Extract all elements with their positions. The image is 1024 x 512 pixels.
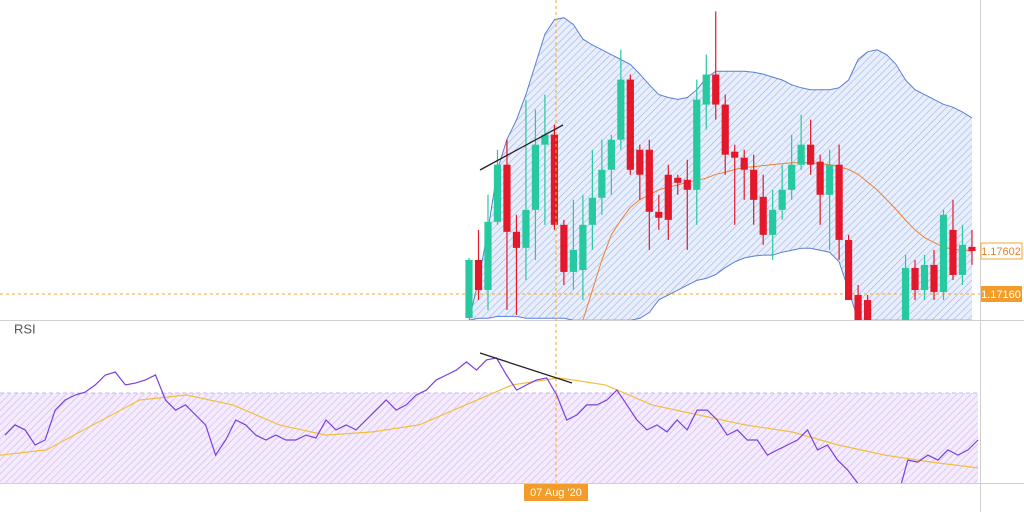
candle-body	[920, 264, 929, 291]
candle-body	[560, 224, 568, 272]
price-pane	[0, 11, 980, 320]
candle-body	[930, 264, 938, 292]
candle-body	[911, 267, 919, 291]
band-upper	[468, 17, 973, 320]
rsi-line	[4, 357, 979, 483]
candle-body	[750, 169, 758, 200]
candle-body	[826, 164, 834, 195]
candle-body	[674, 177, 682, 183]
candle-body	[845, 239, 853, 301]
rsi-band	[0, 393, 978, 483]
candle-body	[569, 249, 577, 272]
candle-body	[863, 300, 872, 320]
last-price-label: 1.17602	[981, 246, 1021, 258]
candle-body	[968, 246, 976, 251]
candle-body	[683, 179, 691, 190]
candle-body	[512, 231, 521, 248]
candle-body	[636, 149, 644, 175]
last-price-box	[980, 242, 1023, 260]
trendline	[479, 352, 573, 384]
candle-body	[579, 224, 587, 270]
candle-body	[693, 99, 701, 190]
candle-body	[712, 74, 720, 105]
candle-body	[958, 244, 967, 275]
axis-labels: 1.17602 1.17160 07 Aug '20	[524, 242, 1023, 501]
reference-price-box	[981, 286, 1022, 302]
candle-body	[740, 157, 748, 170]
candle-body	[617, 79, 625, 140]
candle-body	[655, 211, 663, 218]
candle-body	[854, 294, 862, 320]
candle-body	[598, 169, 606, 198]
candle-body	[835, 164, 843, 240]
candle-body	[626, 79, 634, 170]
candle-body	[550, 134, 559, 225]
candle-body	[645, 149, 653, 212]
candle-body	[769, 209, 777, 235]
candle-body	[664, 174, 672, 220]
candle-body	[493, 164, 502, 222]
candle-body	[702, 74, 710, 105]
crosshair-date-label: 07 Aug '20	[530, 487, 582, 499]
candle-body	[484, 221, 492, 291]
candle-body	[474, 259, 483, 291]
crosshair-date-box	[524, 484, 588, 501]
rsi-signal	[0, 377, 979, 469]
candle-body	[939, 214, 948, 292]
candle-body	[721, 104, 729, 155]
candle-body	[807, 144, 815, 165]
rsi-pane	[0, 357, 979, 483]
candle-body	[503, 164, 511, 232]
candle-body	[759, 196, 767, 235]
candle-body	[788, 164, 796, 190]
band-lower	[468, 247, 972, 320]
candle-body	[949, 229, 957, 275]
rsi-title: RSI	[14, 321, 36, 336]
candle-body	[901, 267, 910, 320]
candle-body	[588, 197, 596, 225]
reference-price-label: 1.17160	[981, 289, 1021, 301]
candle-body	[465, 259, 473, 319]
trendline	[479, 124, 564, 171]
candle-body	[797, 144, 805, 165]
candle-body	[522, 209, 530, 248]
candle-body	[816, 161, 824, 195]
candle-body	[607, 139, 615, 170]
candle-body	[541, 134, 549, 145]
candle-body	[731, 151, 739, 158]
candle-body	[531, 144, 540, 210]
candle-body	[778, 189, 786, 210]
